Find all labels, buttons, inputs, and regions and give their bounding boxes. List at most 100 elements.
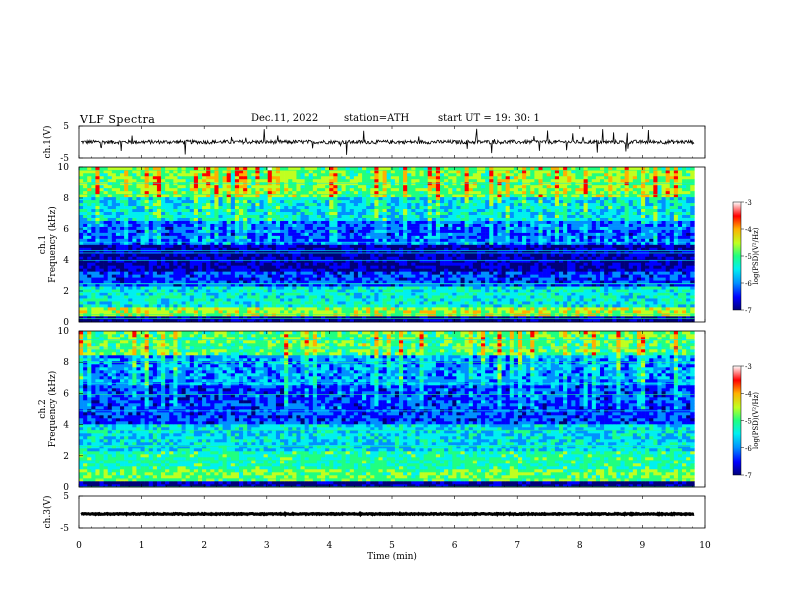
spectrogram-cell <box>165 319 170 323</box>
spectrogram-cell <box>99 307 104 311</box>
spectrogram-cell <box>636 247 642 251</box>
spectrogram-cell <box>247 268 252 272</box>
spectrogram-cell <box>476 310 482 314</box>
spectrogram-cell <box>341 223 346 227</box>
spectrogram-cell <box>374 304 379 308</box>
spectrogram-cell <box>636 268 642 272</box>
spectrogram-cell <box>542 229 547 233</box>
spectrogram-cell <box>177 289 182 293</box>
spectrogram-cell <box>136 232 141 236</box>
spectrogram-cell <box>243 250 248 254</box>
spectrogram-cell <box>292 271 297 275</box>
spectrogram-cell <box>460 265 465 269</box>
spectrogram-cell <box>550 223 556 227</box>
spectrogram-cell <box>641 298 646 302</box>
spectrogram-cell <box>316 298 322 302</box>
spectrogram-cell <box>604 316 609 320</box>
spectrogram-cell <box>353 244 359 248</box>
spectrogram-cell <box>300 292 305 296</box>
spectrogram-cell <box>292 238 297 242</box>
spectrogram-cell <box>501 292 506 296</box>
spectrogram-cell <box>460 238 465 242</box>
spectrogram-cell <box>210 274 215 278</box>
spectrogram-cell <box>325 277 330 281</box>
spectrogram-cell <box>337 256 342 260</box>
spectrogram-cell <box>230 259 236 263</box>
spectrogram-cell <box>624 283 630 287</box>
spectrogram-cell <box>505 292 511 296</box>
spectrogram-cell <box>575 319 580 323</box>
spectrogram-cell <box>185 244 191 248</box>
spectrogram-cell <box>329 298 334 302</box>
spectrogram-cell <box>628 241 634 245</box>
spectrogram-cell <box>460 310 465 314</box>
spectrogram-cell <box>349 274 355 278</box>
spectrogram-cell <box>95 259 100 263</box>
spectrogram-cell <box>604 244 609 248</box>
spectrogram-cell <box>423 301 428 305</box>
spectrogram-cell <box>378 268 383 272</box>
spectrogram-cell <box>292 226 297 230</box>
spectrogram-cell <box>686 280 691 284</box>
spectrogram-cell <box>575 277 580 281</box>
spectrogram-cell <box>234 295 240 299</box>
spectrogram-cell <box>591 256 597 260</box>
spectrogram-cell <box>161 262 166 266</box>
spectrogram-cell <box>255 265 260 269</box>
spectrogram-cell <box>337 298 342 302</box>
spectrogram-cell <box>526 286 531 290</box>
spectrogram-cell <box>542 298 547 302</box>
spectrogram-cell <box>152 301 158 305</box>
spectrogram-cell <box>398 292 404 296</box>
spectrogram-cell <box>296 265 301 269</box>
spectrogram-cell <box>325 229 330 233</box>
spectrogram-cell <box>362 265 367 269</box>
spectrogram-cell <box>497 238 502 242</box>
spectrogram-cell <box>645 250 650 254</box>
spectrogram-cell <box>345 250 351 254</box>
spectrogram-cell <box>558 283 564 287</box>
spectrogram-cell <box>690 250 695 254</box>
spectrogram-cell <box>337 265 342 269</box>
spectrogram-cell <box>382 226 387 230</box>
spectrogram-cell <box>124 268 129 272</box>
spectrogram-cell <box>214 241 219 245</box>
spectrogram-cell <box>247 319 252 323</box>
spectrogram-cell <box>243 292 248 296</box>
spectrogram-cell <box>177 304 182 308</box>
spectrogram-cell <box>226 316 232 320</box>
spectrogram-cell <box>407 256 412 260</box>
spectrogram-cell <box>513 226 519 230</box>
spectrogram-cell <box>99 253 104 257</box>
spectrogram-cell <box>423 307 428 311</box>
spectrogram-cell <box>513 289 519 293</box>
spectrogram-cell <box>673 307 679 311</box>
spectrogram-cell <box>620 262 625 266</box>
spectrogram-cell <box>99 244 104 248</box>
spectrogram-cell <box>197 277 203 281</box>
spectrogram-cell <box>83 274 88 278</box>
spectrogram-cell <box>448 247 453 251</box>
spectrogram-cell <box>243 286 248 290</box>
spectrogram-cell <box>79 277 84 281</box>
spectrogram-cell <box>107 232 113 236</box>
spectrogram-cell <box>247 253 252 257</box>
spectrogram-cell <box>259 274 264 278</box>
spectrogram-cell <box>234 271 240 275</box>
spectrogram-cell <box>374 244 379 248</box>
spectrogram-cell <box>99 241 104 245</box>
spectrogram-cell <box>600 280 605 284</box>
spectrogram-cell <box>210 286 215 290</box>
spectrogram-cell <box>641 289 646 293</box>
spectrogram-cell <box>472 265 478 269</box>
spectrogram-cell <box>456 286 461 290</box>
spectrogram-cell <box>468 259 474 263</box>
spectrogram-cell <box>275 247 281 251</box>
spectrogram-cell <box>390 244 396 248</box>
spectrogram-cell <box>218 268 223 272</box>
spectrogram-cell <box>280 316 285 320</box>
spectrogram-cell <box>456 229 461 233</box>
spectrogram-cell <box>661 253 666 257</box>
spectrogram-cell <box>468 307 474 311</box>
spectrogram-cell <box>591 295 597 299</box>
